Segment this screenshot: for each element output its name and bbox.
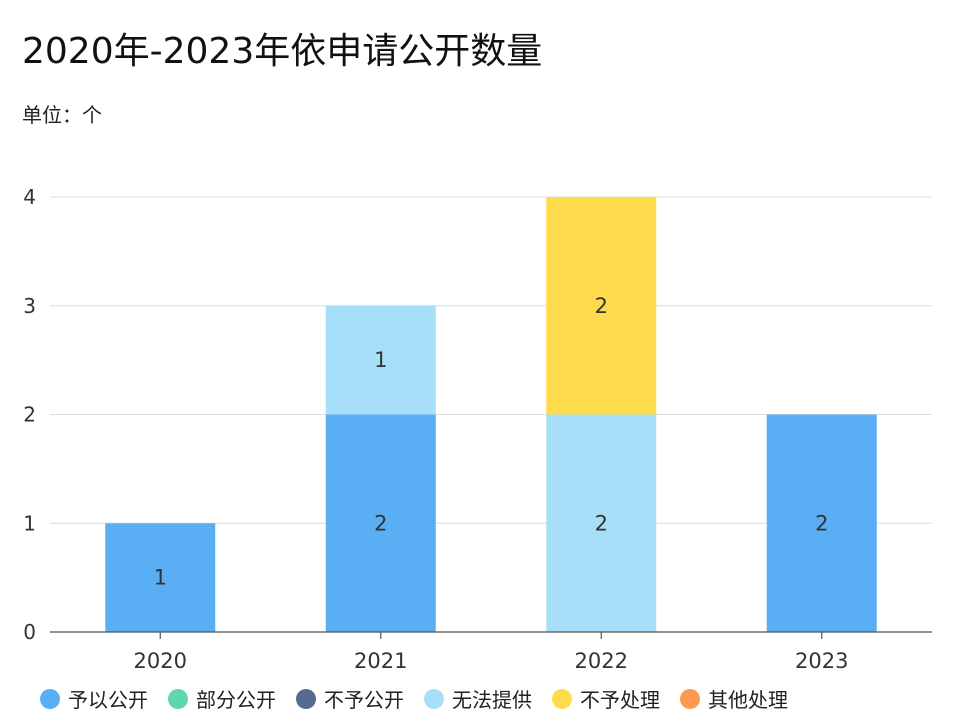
bar-segment	[546, 197, 657, 415]
legend-item[interactable]: 其他处理	[680, 684, 788, 713]
x-tick-label: 2020	[134, 649, 187, 673]
y-tick-label: 2	[23, 403, 36, 427]
y-tick-label: 4	[23, 185, 36, 209]
bar-segment	[766, 414, 877, 632]
bar-segment	[546, 414, 657, 632]
legend-label: 不予处理	[580, 688, 660, 712]
legend-label: 其他处理	[708, 688, 788, 712]
chart-title: 2020年-2023年依申请公开数量	[22, 31, 543, 72]
x-tick-label: 2021	[354, 649, 407, 673]
legend-item[interactable]: 予以公开	[40, 684, 148, 713]
data-label: 2	[595, 511, 608, 535]
legend-swatch	[552, 688, 572, 709]
chart-legend: 予以公开 部分公开 不予公开 无法提供 不予处理 其他处理	[40, 684, 808, 713]
data-label: 1	[374, 348, 387, 372]
legend-item[interactable]: 无法提供	[424, 684, 532, 713]
y-tick-label: 1	[23, 511, 36, 535]
legend-swatch	[424, 688, 444, 709]
legend-label: 不予公开	[324, 688, 404, 712]
legend-label: 予以公开	[68, 688, 148, 712]
stacked-bar-chart: 0 1 2 3 4 1 2 1 2 2 2 2020 2021 2022 2023	[23, 185, 932, 673]
legend-label: 部分公开	[196, 688, 276, 712]
bar-segment	[105, 523, 216, 632]
x-tick-label: 2023	[795, 649, 848, 673]
legend-swatch	[40, 688, 60, 709]
y-tick-label: 3	[23, 294, 36, 318]
legend-swatch	[296, 688, 316, 709]
legend-swatch	[680, 688, 700, 709]
data-label: 2	[595, 294, 608, 318]
data-label: 2	[374, 511, 387, 535]
bar-segment	[325, 414, 436, 632]
data-label: 1	[154, 566, 167, 590]
legend-swatch	[168, 688, 188, 709]
unit-label: 单位：个	[22, 103, 102, 127]
legend-item[interactable]: 不予处理	[552, 684, 660, 713]
y-tick-label: 0	[23, 620, 36, 644]
legend-item[interactable]: 不予公开	[296, 684, 404, 713]
legend-item[interactable]: 部分公开	[168, 684, 276, 713]
bar-segment	[325, 305, 436, 415]
legend-label: 无法提供	[452, 688, 532, 712]
data-label: 2	[815, 511, 828, 535]
x-tick-label: 2022	[575, 649, 628, 673]
